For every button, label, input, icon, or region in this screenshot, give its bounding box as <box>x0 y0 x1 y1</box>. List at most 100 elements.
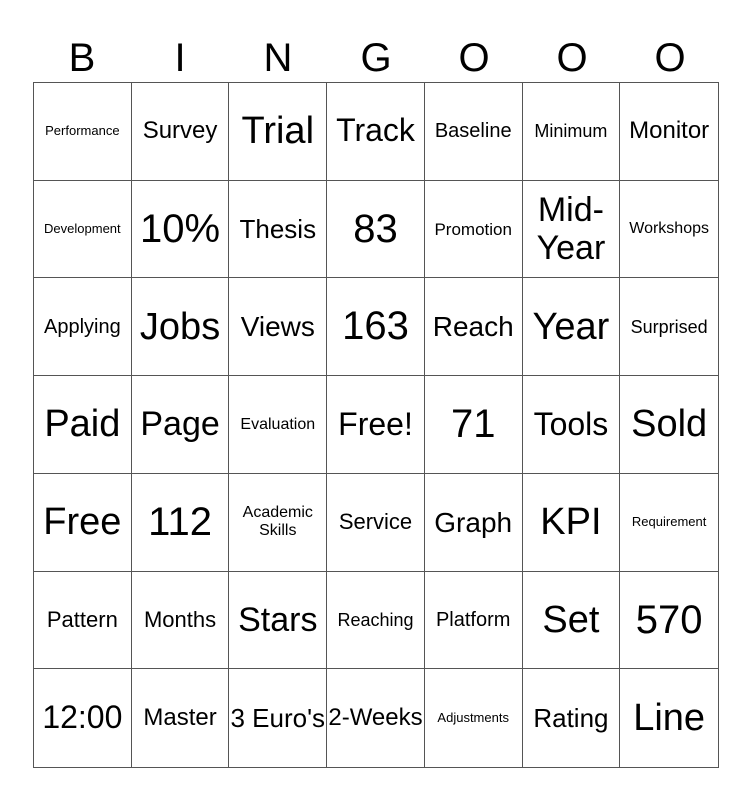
bingo-cell[interactable]: Mid-Year <box>522 180 621 279</box>
header-letter: B <box>68 36 96 80</box>
cell-text: Adjustments <box>437 709 509 725</box>
cell-text: 71 <box>450 402 496 447</box>
bingo-cell[interactable]: Applying <box>34 278 132 377</box>
bingo-cell[interactable]: Performance <box>34 83 132 181</box>
cell-text: Evaluation <box>240 415 316 433</box>
cell-text: Views <box>240 311 315 343</box>
cell-text: Stars <box>238 600 318 639</box>
bingo-cell[interactable]: Platform <box>424 571 523 670</box>
cell-text: Platform <box>435 608 511 631</box>
bingo-cell[interactable]: Tools <box>522 376 621 474</box>
bingo-cell[interactable]: 570 <box>620 572 718 670</box>
cell-text: Rating <box>533 702 609 733</box>
bingo-cell[interactable]: Track <box>327 83 425 181</box>
cell-text: Requirement <box>631 513 707 529</box>
bingo-cell[interactable]: Page <box>131 376 230 474</box>
bingo-cell[interactable]: 12:00 <box>34 669 132 767</box>
bingo-cell[interactable]: Adjustments <box>425 669 523 767</box>
bingo-cell[interactable]: Reach <box>424 278 523 377</box>
bingo-cell[interactable]: 112 <box>131 473 230 572</box>
cell-text: Track <box>336 112 415 149</box>
cell-text: Service <box>338 508 413 534</box>
bingo-cell[interactable]: Trial <box>229 83 328 181</box>
bingo-cell[interactable]: Promotion <box>424 180 523 279</box>
cell-text: 2-Weeks <box>328 703 423 731</box>
bingo-cell[interactable]: Line <box>620 669 718 767</box>
bingo-cell[interactable]: Academic Skills <box>229 473 328 572</box>
bingo-cell[interactable]: Reaching <box>327 571 425 670</box>
cell-text: Applying <box>43 315 121 338</box>
cell-text: Monitor <box>629 116 710 144</box>
cell-text: Thesis <box>239 213 317 244</box>
header-letter: G <box>360 36 392 80</box>
cell-text: Survey <box>142 116 218 144</box>
bingo-cell[interactable]: Development <box>34 180 132 279</box>
cell-text: Surprised <box>630 316 708 337</box>
cell-text: Performance <box>45 123 120 139</box>
bingo-cell[interactable]: Stars <box>229 571 328 670</box>
cell-text: 112 <box>148 499 212 544</box>
cell-text: Months <box>143 606 217 632</box>
bingo-cell[interactable]: Set <box>522 571 621 670</box>
bingo-cell[interactable]: Paid <box>34 376 132 474</box>
bingo-cell[interactable]: Service <box>327 473 425 572</box>
cell-text: Mid-Year <box>536 190 606 268</box>
bingo-cell[interactable]: Sold <box>620 376 718 474</box>
bingo-cell[interactable]: Survey <box>131 83 230 181</box>
bingo-cell[interactable]: Master <box>132 669 230 767</box>
header-letter: I <box>174 36 186 80</box>
cell-text: Reach <box>432 311 514 343</box>
cell-text: 12:00 <box>42 699 123 736</box>
cell-text: Line <box>633 696 706 739</box>
bingo-cell[interactable]: KPI <box>522 473 621 572</box>
cell-text: 3 Euro's <box>230 702 326 733</box>
bingo-cell[interactable]: 2-Weeks <box>327 669 425 767</box>
bingo-cell[interactable]: Graph <box>424 473 523 572</box>
header-letter: O <box>556 36 588 80</box>
cell-text: 570 <box>635 597 703 642</box>
bingo-cell[interactable]: Jobs <box>131 278 230 377</box>
cell-text: Jobs <box>139 305 221 348</box>
bingo-cell[interactable]: Pattern <box>34 571 132 670</box>
bingo-cell[interactable]: Evaluation <box>229 376 328 474</box>
bingo-cell[interactable]: Minimum <box>522 83 621 181</box>
bingo-cell[interactable]: Free! <box>327 376 425 474</box>
bingo-cell[interactable]: Baseline <box>424 83 523 181</box>
cell-text: Set <box>542 598 600 641</box>
cell-text: Development <box>44 220 121 236</box>
cell-text: 83 <box>353 206 398 251</box>
cell-text: Free <box>43 500 122 543</box>
cell-text: Reaching <box>337 609 414 630</box>
bingo-cell[interactable]: Thesis <box>229 180 328 279</box>
cell-text: Paid <box>44 403 121 446</box>
bingo-cell[interactable]: Months <box>131 571 230 670</box>
header-letter: O <box>458 36 490 80</box>
cell-text: Promotion <box>434 219 512 239</box>
cell-text: 163 <box>342 304 409 349</box>
bingo-cell[interactable]: Workshops <box>620 181 718 279</box>
cell-text: Baseline <box>434 120 512 143</box>
cell-text: Year <box>532 305 610 348</box>
cell-text: Minimum <box>534 121 608 142</box>
cell-text: Workshops <box>629 220 709 238</box>
bingo-cell[interactable]: 71 <box>424 376 523 474</box>
cell-text: Master <box>143 703 217 731</box>
bingo-cell[interactable]: 3 Euro's <box>229 669 328 767</box>
bingo-cell[interactable]: Monitor <box>620 83 718 181</box>
bingo-cell[interactable]: 10% <box>131 180 230 279</box>
bingo-cell[interactable]: Views <box>229 278 328 377</box>
cell-text: Academic Skills <box>242 504 313 540</box>
bingo-cell[interactable]: 163 <box>327 278 425 377</box>
cell-text: Page <box>140 405 220 444</box>
cell-text: Graph <box>434 506 513 538</box>
bingo-cell[interactable]: 83 <box>327 180 425 279</box>
bingo-cell[interactable]: Requirement <box>620 474 718 572</box>
bingo-cell[interactable]: Free <box>34 473 132 572</box>
cell-text: Trial <box>241 110 315 153</box>
cell-text: KPI <box>540 500 602 543</box>
bingo-cell[interactable]: Surprised <box>620 278 718 377</box>
bingo-cell[interactable]: Rating <box>523 669 621 767</box>
bingo-cell[interactable]: Year <box>522 278 621 377</box>
cell-text: Free! <box>338 405 413 442</box>
